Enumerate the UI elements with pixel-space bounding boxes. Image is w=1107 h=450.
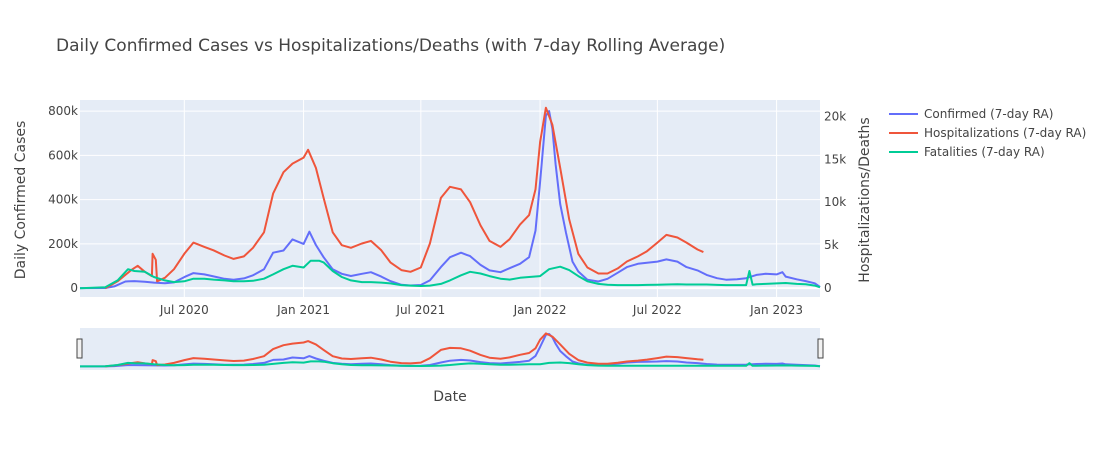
y-tick-label: 200k (48, 237, 78, 251)
range-slider-left-handle[interactable] (76, 338, 83, 359)
range-slider-line-3 (79, 360, 821, 368)
y2-tick-label: 10k (824, 195, 846, 209)
series-group (79, 106, 821, 290)
x-axis: Jul 2020 Jan 2021 Jul 2021 Jan 2022 Jul 2022… (159, 303, 803, 317)
range-slider-line-2 (105, 332, 704, 368)
x-tick-label: Jan 2022 (513, 303, 567, 317)
x-tick-label: Jul 2021 (395, 303, 445, 317)
chart-title: Daily Confirmed Cases vs Hospitalization… (56, 36, 725, 56)
y-tick-label: 800k (48, 104, 78, 118)
y2-tick-label: 15k (824, 152, 846, 166)
x-axis-title: Date (433, 389, 466, 405)
range-slider-right-handle[interactable] (817, 338, 824, 359)
series-line-1 (79, 110, 821, 290)
series-line-3 (79, 259, 821, 290)
x-tick-label: Jul 2020 (159, 303, 209, 317)
y-tick-label: 400k (48, 193, 78, 207)
y-axis-title: Daily Confirmed Cases (13, 121, 29, 280)
x-tick-label: Jul 2022 (632, 303, 682, 317)
legend: Confirmed (7-day RA) Hospitalizations (7-… (889, 107, 1086, 159)
y-axis: 0 200k 400k 600k 800k (48, 104, 78, 295)
y-tick-label: 0 (70, 281, 78, 295)
grid-lines (80, 100, 820, 297)
legend-label: Hospitalizations (7-day RA) (924, 126, 1086, 140)
y2-axis: 0 5k 10k 15k 20k (824, 109, 846, 295)
y-tick-label: 600k (48, 148, 78, 162)
x-tick-label: Jan 2021 (276, 303, 330, 317)
y2-axis-title: Hospitalizations/Deaths (857, 117, 873, 282)
range-slider-series (79, 332, 821, 368)
y2-tick-label: 5k (824, 238, 839, 252)
legend-label: Fatalities (7-day RA) (924, 145, 1045, 159)
legend-label: Confirmed (7-day RA) (924, 107, 1053, 121)
series-line-2 (104, 106, 704, 290)
y2-tick-label: 0 (824, 281, 832, 295)
y2-tick-label: 20k (824, 109, 846, 123)
plot-area (80, 100, 820, 297)
x-tick-label: Jan 2023 (749, 303, 803, 317)
